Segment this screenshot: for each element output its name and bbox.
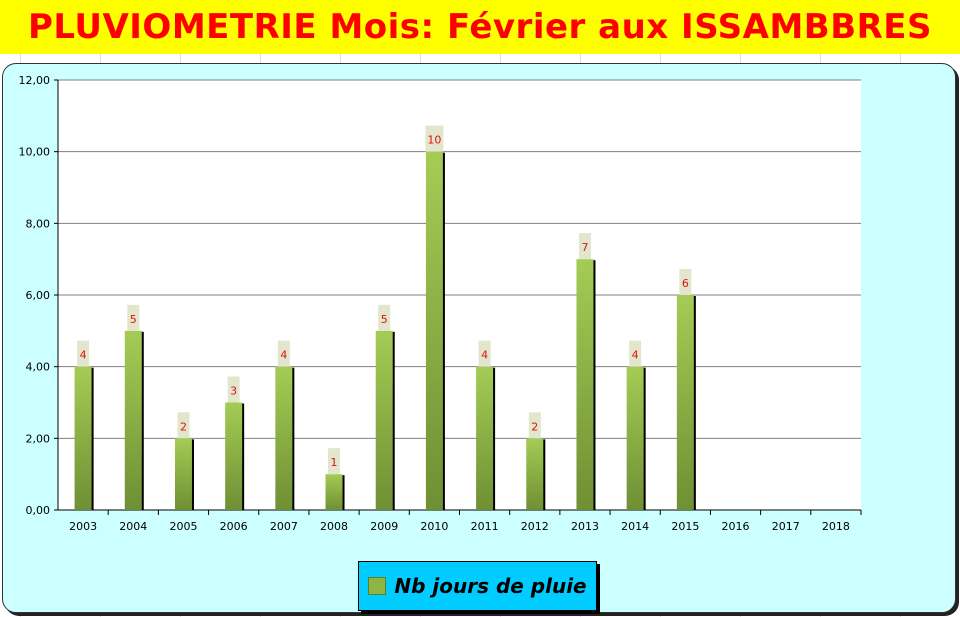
x-tick-label: 2007 <box>270 520 298 533</box>
data-label-box <box>378 304 391 331</box>
chart-title: PLUVIOMETRIE Mois: Février aux ISSAMBBRE… <box>27 7 933 47</box>
data-label-box <box>127 304 140 331</box>
x-tick-label: 2009 <box>370 520 398 533</box>
data-label: 7 <box>581 241 588 254</box>
data-label-box <box>277 340 290 367</box>
x-tick-label: 2008 <box>320 520 348 533</box>
data-label: 5 <box>381 313 388 326</box>
data-label: 6 <box>682 277 689 290</box>
data-label: 2 <box>180 420 187 433</box>
chart-area: 0,00 2,00 4,00 6,00 8,00 10,00 12,00 2003 4 2004 5… <box>2 63 956 613</box>
y-tick-label: 12,00 <box>19 74 51 87</box>
legend: Nb jours de pluie <box>358 561 597 611</box>
x-tick-label: 2018 <box>822 520 850 533</box>
bar <box>676 295 694 510</box>
bar <box>325 474 343 510</box>
bar <box>225 402 243 510</box>
bar <box>526 438 544 510</box>
y-tick-label: 8,00 <box>26 217 51 230</box>
y-tick-label: 2,00 <box>26 432 51 445</box>
data-label: 4 <box>80 349 87 362</box>
x-tick-label: 2013 <box>571 520 599 533</box>
data-label-box <box>425 125 444 152</box>
data-label-box <box>177 412 190 439</box>
data-label-box <box>629 340 642 367</box>
data-label-box <box>679 269 692 295</box>
data-label: 1 <box>331 456 338 469</box>
data-label-box <box>77 340 90 367</box>
data-label: 4 <box>481 349 488 362</box>
x-tick-label: 2004 <box>119 520 147 533</box>
data-label: 2 <box>531 420 538 433</box>
x-tick-label: 2016 <box>722 520 750 533</box>
data-label-box <box>478 340 491 367</box>
x-tick-label: 2017 <box>772 520 800 533</box>
y-tick-label: 6,00 <box>26 289 51 302</box>
data-label-box <box>528 412 541 439</box>
x-tick-label: 2010 <box>420 520 448 533</box>
bar <box>576 259 594 510</box>
data-label-box <box>227 376 240 403</box>
bar <box>174 438 192 510</box>
x-tick-label: 2006 <box>220 520 248 533</box>
data-label: 4 <box>632 349 639 362</box>
bar-chart: 0,00 2,00 4,00 6,00 8,00 10,00 12,00 2003 4 2004 5… <box>19 74 862 533</box>
data-label-box <box>328 448 341 475</box>
y-tick-label: 10,00 <box>19 146 51 159</box>
bar <box>275 366 293 510</box>
bar <box>626 366 644 510</box>
x-tick-label: 2015 <box>671 520 699 533</box>
data-label: 3 <box>230 385 237 398</box>
x-tick-label: 2014 <box>621 520 649 533</box>
bar <box>476 366 494 510</box>
bar <box>425 151 443 510</box>
data-label: 5 <box>130 313 137 326</box>
y-tick-label: 4,00 <box>26 361 51 374</box>
bar <box>375 330 393 510</box>
bar <box>124 330 142 510</box>
x-tick-label: 2005 <box>169 520 197 533</box>
data-label-box <box>578 233 591 260</box>
bar <box>74 366 92 510</box>
x-tick-label: 2003 <box>69 520 97 533</box>
title-band: PLUVIOMETRIE Mois: Février aux ISSAMBBRE… <box>0 0 960 54</box>
legend-swatch <box>368 577 387 595</box>
y-tick-label: 0,00 <box>26 504 51 517</box>
x-tick-label: 2012 <box>521 520 549 533</box>
data-label: 4 <box>280 349 287 362</box>
legend-label: Nb jours de pluie <box>394 574 587 598</box>
data-label: 10 <box>427 134 441 147</box>
x-tick-label: 2011 <box>471 520 499 533</box>
